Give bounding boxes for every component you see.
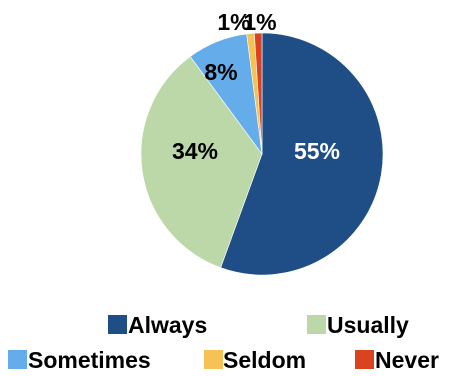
legend-label-sometimes: Sometimes — [28, 347, 151, 373]
pie-slice-never — [254, 32, 263, 155]
legend-label-never: Never — [375, 347, 439, 373]
pie-data-labels: 55%34%8%1%1% — [172, 9, 340, 164]
legend-label-usually: Usually — [327, 312, 409, 338]
data-label-usually: 34% — [172, 138, 218, 164]
legend-item-never: Never — [355, 347, 439, 373]
legend-swatch-sometimes — [8, 350, 27, 369]
legend-item-seldom: Seldom — [204, 347, 306, 373]
pie-slices — [140, 32, 384, 276]
legend-label-always: Always — [128, 312, 207, 338]
legend-swatch-usually — [307, 315, 326, 334]
legend: Always Usually Sometimes Seldom Never — [8, 312, 439, 373]
legend-swatch-always — [108, 315, 127, 334]
data-label-sometimes: 8% — [204, 59, 237, 85]
data-label-always: 55% — [294, 138, 340, 164]
legend-swatch-seldom — [204, 350, 223, 369]
data-label-never: 1% — [243, 9, 276, 35]
data-label-seldom: 1% — [217, 9, 250, 35]
pie-slice-always — [220, 32, 384, 276]
legend-swatch-never — [355, 350, 374, 369]
legend-label-seldom: Seldom — [223, 347, 306, 373]
pie-slice-usually — [140, 56, 263, 269]
legend-item-sometimes: Sometimes — [8, 347, 151, 373]
legend-item-usually: Usually — [307, 312, 409, 338]
legend-item-always: Always — [108, 312, 207, 338]
